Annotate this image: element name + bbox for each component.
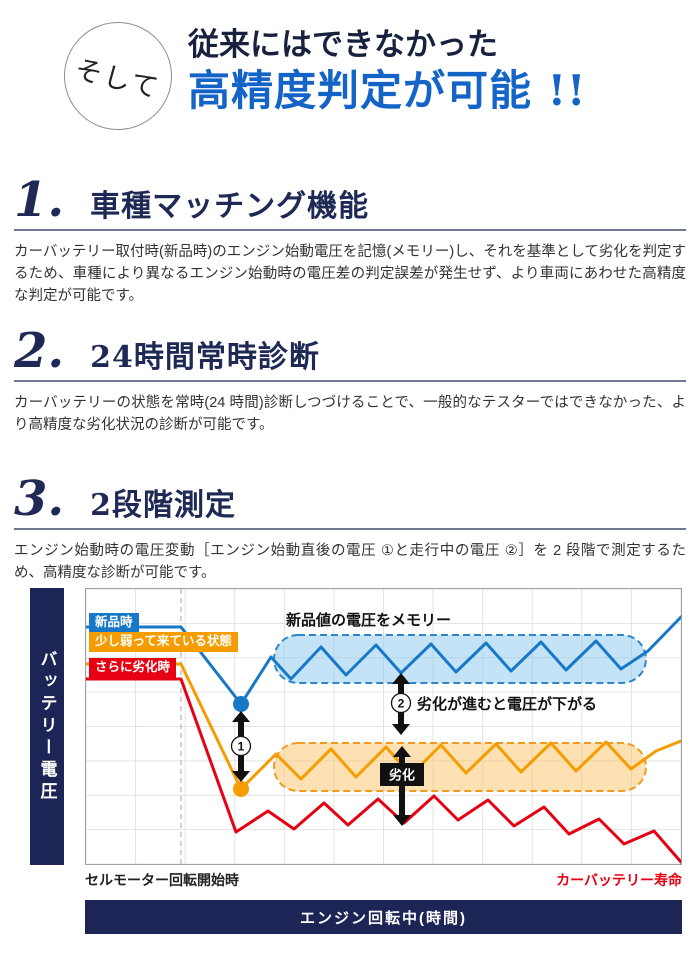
voltage-drop-annotation: 劣化が進むと電圧が下がる — [417, 695, 597, 713]
hero-banner: そして 従来にはできなかった 高精度判定が可能 !! — [0, 0, 700, 130]
section-3-heading: 3. 2段階測定 — [14, 475, 686, 530]
legend-weakened: 少し弱って来ている状態 — [89, 632, 238, 652]
x-axis-label-bar: エンジン回転中(時間) — [85, 900, 682, 935]
circled-2-icon — [390, 693, 412, 714]
stage1-number: 1 — [238, 740, 245, 754]
x-end-label: カーバッテリー寿命 — [556, 872, 682, 889]
memory-annotation: 新品値の電圧をメモリー — [286, 611, 451, 629]
section-vehicle-matching: 1. 車種マッチング機能 カーバッテリー取付時(新品時)のエンジン始動電圧を記憶… — [0, 176, 700, 307]
voltage-line-chart: 1 2 劣化 新品値の電圧をメモリー 劣化が進むと電圧が — [86, 589, 681, 865]
voltage-chart-section: バッテリー電圧 1 — [0, 588, 700, 935]
weakened-start-dot — [233, 781, 249, 798]
section-3-title: 2段階測定 — [90, 487, 236, 523]
section-2-number: 2. — [14, 323, 65, 380]
new-start-dot — [233, 696, 249, 713]
y-axis-label: バッテリー電圧 — [37, 649, 57, 804]
section-24h-diagnosis: 2. 24時間常時診断 カーバッテリーの状態を常時(24 時間)診断しつづけるこ… — [0, 327, 700, 437]
y-axis-label-bar: バッテリー電圧 — [30, 588, 64, 866]
legend-deteriorated: さらに劣化時 — [89, 658, 177, 678]
x-axis-label: エンジン回転中(時間) — [300, 909, 467, 927]
section-3-body: エンジン始動時の電圧変動［エンジン始動直後の電圧 ①と走行中の電圧 ②］を 2 … — [14, 542, 686, 581]
voltage-series-lines — [86, 615, 681, 864]
hero-text: 従来にはできなかった 高精度判定が可能 !! — [188, 22, 587, 116]
deterioration-arrow: 劣化 — [380, 746, 424, 827]
circled-1-icon — [230, 736, 252, 757]
stage1-arrow: 1 — [230, 711, 252, 783]
section-1-number: 1. — [14, 172, 65, 228]
section-1-title: 車種マッチング機能 — [90, 189, 370, 224]
section-3-number: 3. — [14, 470, 65, 527]
x-start-label: セルモーター回転開始時 — [85, 872, 239, 889]
soshite-badge-label: そして — [71, 53, 163, 105]
chart-row: バッテリー電圧 1 — [30, 588, 700, 866]
section-2-body: カーバッテリーの状態を常時(24 時間)診断しつづけることで、一般的なテスターで… — [14, 395, 686, 433]
section-two-stage-measurement: 3. 2段階測定 エンジン始動時の電圧変動［エンジン始動直後の電圧 ①と走行中の… — [0, 475, 700, 585]
section-1-heading: 1. 車種マッチング機能 — [14, 176, 686, 231]
deterioration-badge — [380, 763, 424, 787]
section-1-body: カーバッテリー取付時(新品時)のエンジン始動電圧を記憶(メモリー)し、それを基準… — [14, 244, 686, 304]
deterioration-label: 劣化 — [389, 768, 415, 783]
x-axis-annotations: セルモーター回転開始時 カーバッテリー寿命 — [85, 870, 682, 890]
hero-title: 高精度判定が可能 !! — [188, 65, 587, 115]
soshite-badge: そして — [64, 22, 172, 130]
hero-subtitle: 従来にはできなかった — [188, 27, 498, 63]
stage2-arrow: 2 — [390, 673, 412, 736]
legend-new: 新品時 — [89, 613, 139, 633]
chart-plot-area: 1 2 劣化 新品値の電圧をメモリー 劣化が進むと電圧が — [85, 588, 682, 866]
section-2-title: 24時間常時診断 — [90, 340, 320, 376]
section-2-heading: 2. 24時間常時診断 — [14, 323, 686, 383]
stage2-number: 2 — [398, 697, 405, 711]
